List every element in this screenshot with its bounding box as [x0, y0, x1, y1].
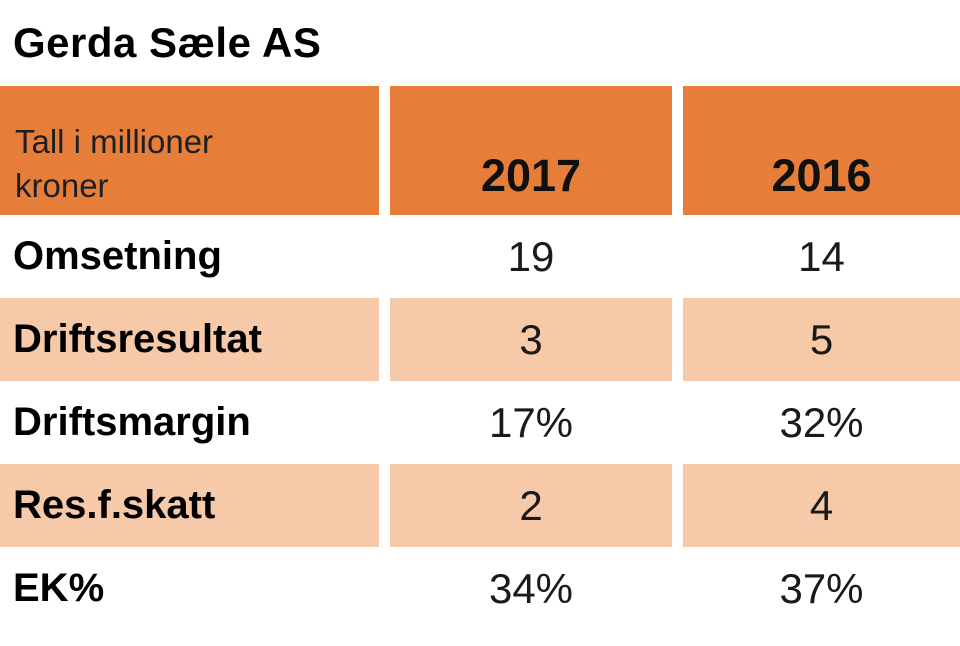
row-driftsmargin-value-2017: 17% — [390, 381, 672, 464]
title-bar: Gerda Sæle AS — [0, 0, 960, 86]
row-omsetning-value-2017: 19 — [390, 215, 672, 298]
row-omsetning-value-2016: 14 — [683, 215, 960, 298]
row-label-driftsmargin: Driftsmargin — [0, 381, 379, 464]
row-driftsresultat-value-2017: 3 — [390, 298, 672, 381]
table-header-year-2016: 2016 — [683, 86, 960, 215]
row-driftsresultat-value-2016: 5 — [683, 298, 960, 381]
row-ek-prosent-value-2017: 34% — [390, 547, 672, 630]
row-label-res-f-skatt: Res.f.skatt — [0, 464, 379, 547]
row-res-f-skatt-value-2016: 4 — [683, 464, 960, 547]
table-header-year-2017: 2017 — [390, 86, 672, 215]
row-ek-prosent-value-2016: 37% — [683, 547, 960, 630]
row-res-f-skatt-value-2017: 2 — [390, 464, 672, 547]
row-label-omsetning: Omsetning — [0, 215, 379, 298]
row-driftsmargin-value-2016: 32% — [683, 381, 960, 464]
page-title: Gerda Sæle AS — [13, 19, 322, 66]
row-label-driftsresultat: Driftsresultat — [0, 298, 379, 381]
financials-table: Tall i millioner kroner 2017 2016 Omsetn… — [0, 86, 960, 630]
row-label-ek-prosent: EK% — [0, 547, 379, 630]
table-header-unit-label: Tall i millioner kroner — [0, 86, 379, 215]
